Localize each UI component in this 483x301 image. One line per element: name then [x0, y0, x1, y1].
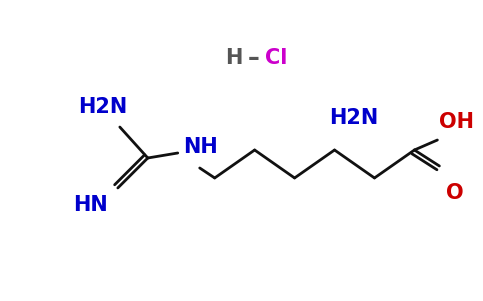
Text: H2N: H2N: [329, 108, 379, 128]
Text: H: H: [225, 48, 242, 68]
Text: Cl: Cl: [265, 48, 287, 68]
Text: OH: OH: [440, 112, 474, 132]
Text: O: O: [446, 183, 464, 203]
Text: H2N: H2N: [78, 97, 127, 117]
Text: NH: NH: [183, 137, 217, 157]
Text: HN: HN: [73, 195, 108, 215]
Text: –: –: [248, 46, 259, 70]
